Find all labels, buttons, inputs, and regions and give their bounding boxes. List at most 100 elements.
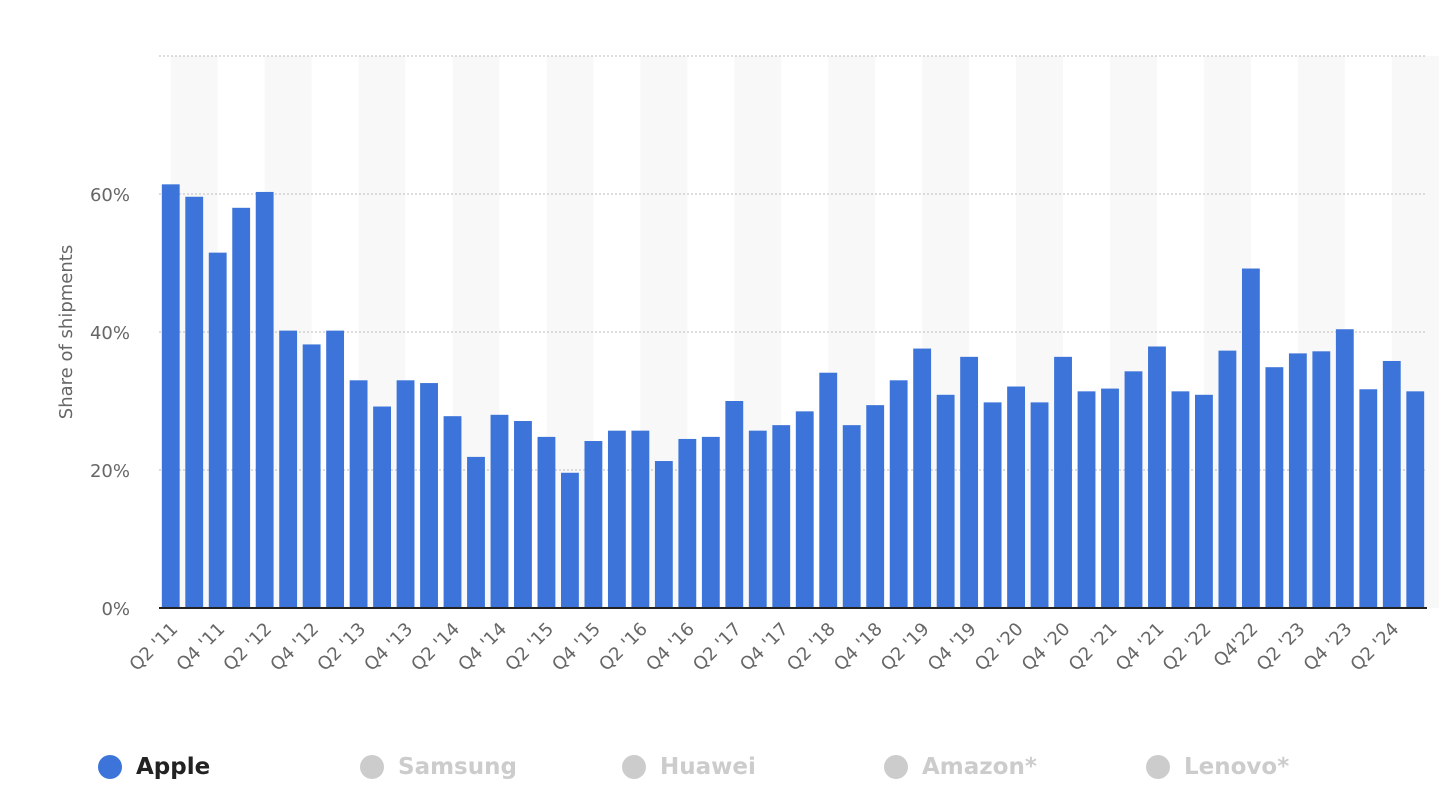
bar[interactable]	[584, 441, 603, 608]
bar[interactable]	[913, 348, 932, 608]
x-tick-label: Q2 '11	[126, 619, 183, 676]
y-tick-label: 40%	[90, 323, 130, 344]
x-tick-label: Q2 '16	[595, 619, 652, 676]
bar[interactable]	[654, 461, 673, 608]
y-tick-label: 0%	[101, 599, 130, 620]
bar[interactable]	[208, 252, 227, 608]
bar[interactable]	[443, 416, 462, 608]
bar[interactable]	[772, 425, 791, 608]
bar[interactable]	[467, 456, 485, 608]
x-tick-label: Q4 '18	[830, 619, 887, 676]
bar[interactable]	[936, 394, 955, 608]
x-tick-label: Q4 '20	[1018, 619, 1075, 676]
legend-item-amazon[interactable]: Amazon*	[884, 754, 1037, 780]
x-tick-label: Q4 '15	[548, 619, 605, 676]
x-tick-label: Q2 '21	[1065, 619, 1122, 676]
bar[interactable]	[795, 411, 814, 608]
legend-label: Samsung	[398, 754, 517, 780]
bar[interactable]	[607, 430, 626, 608]
bar[interactable]	[1382, 360, 1401, 608]
bar[interactable]	[232, 207, 251, 609]
legend-label: Huawei	[660, 754, 756, 780]
y-tick-label: 20%	[90, 461, 130, 482]
legend-dot-icon	[622, 755, 646, 779]
x-tick-label: Q2 '12	[219, 619, 276, 676]
legend-label: Apple	[136, 754, 211, 780]
bar[interactable]	[1218, 350, 1237, 608]
bar[interactable]	[1054, 356, 1072, 608]
bar[interactable]	[161, 184, 180, 608]
bar[interactable]	[1195, 394, 1213, 608]
bar[interactable]	[678, 438, 697, 608]
bar[interactable]	[983, 402, 1002, 608]
bar[interactable]	[302, 344, 321, 608]
bar[interactable]	[1406, 391, 1425, 608]
x-tick-label: Q2 '19	[877, 619, 934, 676]
bar[interactable]	[701, 436, 720, 608]
gridlines	[159, 55, 1427, 471]
bar[interactable]	[373, 406, 391, 608]
bar[interactable]	[1288, 353, 1307, 608]
bar[interactable]	[1007, 386, 1025, 608]
x-tick-label: Q2 '22	[1159, 619, 1216, 676]
bar[interactable]	[631, 430, 650, 608]
legend-dot-icon	[98, 755, 122, 779]
bar-series-apple	[161, 184, 1425, 609]
x-tick-label: Q2 '23	[1253, 619, 1310, 676]
bar[interactable]	[1077, 391, 1096, 608]
x-tick-label: Q2 '15	[501, 619, 558, 676]
bar[interactable]	[185, 196, 204, 608]
legend-item-apple[interactable]: Apple	[98, 754, 210, 780]
bar[interactable]	[490, 414, 509, 608]
bar[interactable]	[1265, 367, 1284, 608]
x-tick-label: Q4 '23	[1300, 619, 1357, 676]
bar[interactable]	[1148, 346, 1166, 608]
x-tick-label: Q4 '14	[454, 619, 511, 676]
legend-dot-icon	[360, 755, 384, 779]
bar[interactable]	[396, 380, 415, 608]
bar[interactable]	[725, 401, 744, 608]
x-tick-label: Q2 '18	[783, 619, 840, 676]
bar[interactable]	[1171, 391, 1190, 608]
bar[interactable]	[561, 472, 579, 608]
legend-item-samsung[interactable]: Samsung	[360, 754, 517, 780]
x-tick-label: Q4 '19	[924, 619, 981, 676]
bar[interactable]	[1359, 389, 1378, 608]
y-tick-label: 60%	[90, 185, 130, 206]
legend-label: Lenovo*	[1184, 754, 1290, 780]
bar[interactable]	[1241, 268, 1260, 608]
x-tick-label: Q2 '14	[407, 619, 464, 676]
legend-label: Amazon*	[922, 754, 1037, 780]
bar[interactable]	[1124, 371, 1143, 608]
bar[interactable]	[1312, 351, 1331, 608]
legend-item-lenovo[interactable]: Lenovo*	[1146, 754, 1289, 780]
bar[interactable]	[279, 330, 298, 608]
x-tick-label: Q4 '11	[173, 619, 230, 676]
bar[interactable]	[748, 430, 767, 608]
legend-dot-icon	[1146, 755, 1170, 779]
bar[interactable]	[866, 405, 885, 608]
bar[interactable]	[420, 383, 438, 608]
bar[interactable]	[960, 356, 979, 608]
x-tick-label: Q4 '21	[1112, 619, 1169, 676]
legend-item-huawei[interactable]: Huawei	[622, 754, 756, 780]
bar[interactable]	[1101, 388, 1119, 608]
bar[interactable]	[349, 380, 368, 608]
bar[interactable]	[819, 372, 838, 608]
bar[interactable]	[255, 191, 274, 608]
bar[interactable]	[889, 380, 908, 608]
bar[interactable]	[514, 421, 532, 608]
bar[interactable]	[1335, 329, 1354, 608]
bar[interactable]	[842, 425, 861, 608]
bar[interactable]	[1030, 402, 1049, 608]
y-axis-label: Share of shipments	[56, 245, 77, 419]
x-tick-label: Q4 '17	[736, 619, 793, 676]
bar[interactable]	[326, 330, 345, 608]
x-tick-label: Q2 '24	[1347, 619, 1404, 676]
x-tick-label: Q4 '12	[266, 619, 323, 676]
x-tick-label: Q2 '20	[971, 619, 1028, 676]
bar[interactable]	[537, 436, 556, 608]
